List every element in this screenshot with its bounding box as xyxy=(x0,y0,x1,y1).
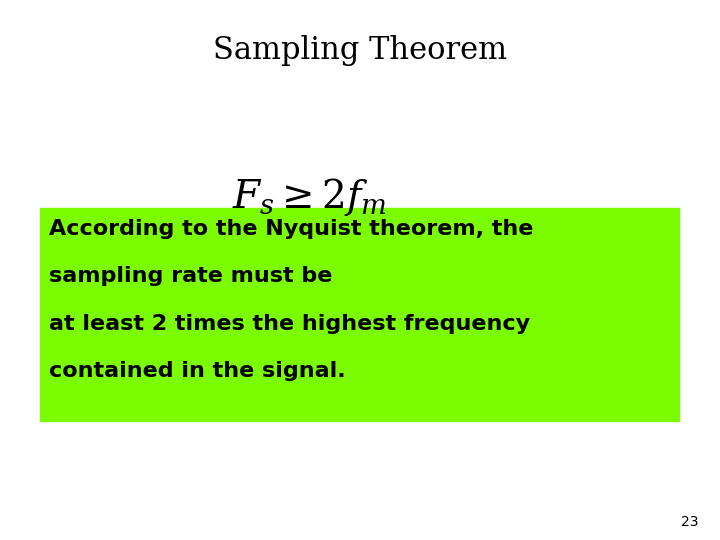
Text: Sampling Theorem: Sampling Theorem xyxy=(213,35,507,66)
Text: contained in the signal.: contained in the signal. xyxy=(49,361,346,381)
Text: at least 2 times the highest frequency: at least 2 times the highest frequency xyxy=(49,314,530,334)
Text: According to the Nyquist theorem, the: According to the Nyquist theorem, the xyxy=(49,219,534,239)
Text: sampling rate must be: sampling rate must be xyxy=(49,266,333,286)
Text: 23: 23 xyxy=(681,515,698,529)
Text: $F_s \geq 2f_m$: $F_s \geq 2f_m$ xyxy=(232,176,387,218)
FancyBboxPatch shape xyxy=(40,208,679,421)
